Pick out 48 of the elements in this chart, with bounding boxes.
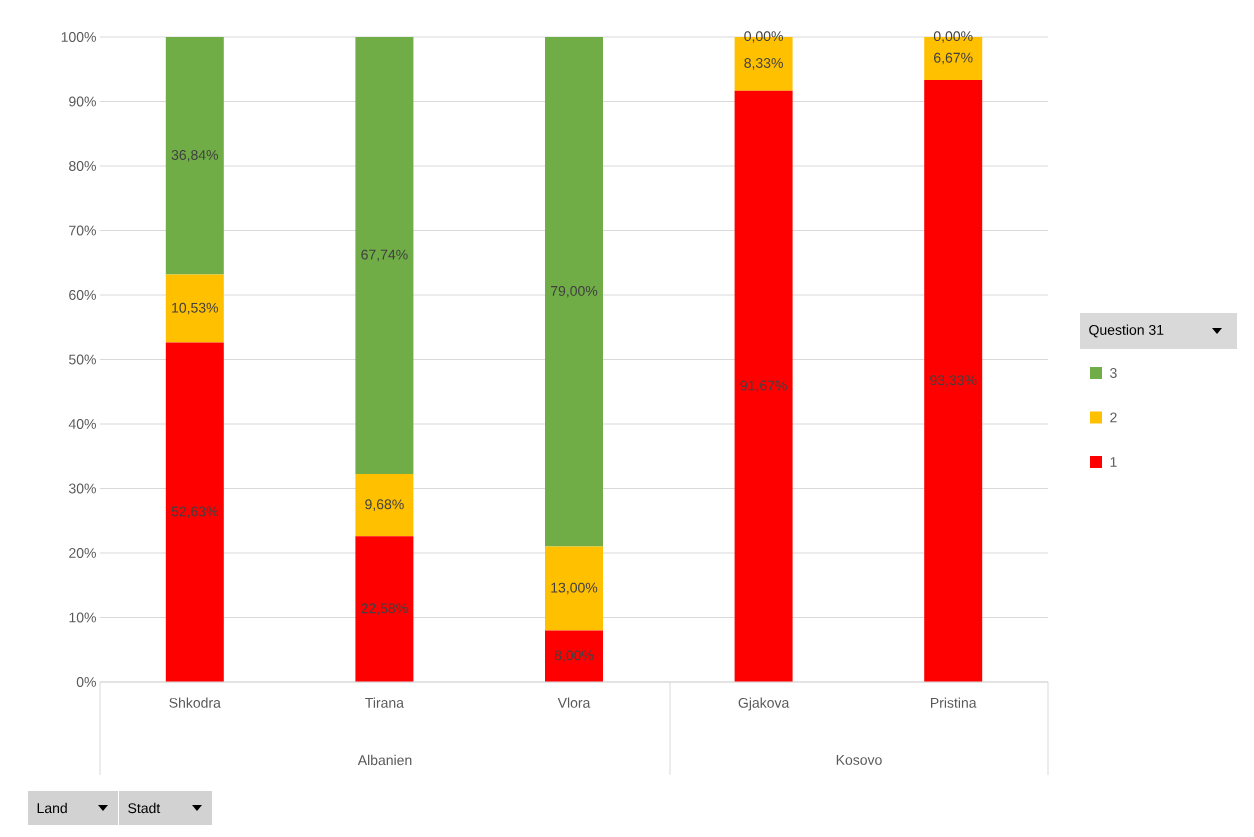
y-tick-label: 70% bbox=[69, 225, 96, 236]
data-label: 6,67% bbox=[934, 52, 973, 65]
data-label: 9,68% bbox=[365, 499, 404, 511]
bar bbox=[165, 36, 224, 275]
legend-label: 2 bbox=[1110, 412, 1117, 423]
bar bbox=[734, 90, 793, 682]
legend-title: Question 31 bbox=[1089, 324, 1164, 338]
bar bbox=[545, 630, 603, 682]
text: Kosovo bbox=[836, 755, 882, 765]
text: Stadt bbox=[128, 802, 161, 814]
y-tick-label: 100% bbox=[61, 32, 96, 42]
bar bbox=[355, 36, 414, 474]
y-tick-label: 90% bbox=[69, 96, 96, 107]
data-label: 52,63% bbox=[171, 506, 219, 519]
y-tick-label: 0% bbox=[76, 677, 96, 687]
data-label: 8,00% bbox=[554, 650, 594, 662]
y-tick-label: 50% bbox=[69, 354, 96, 365]
legend-label: 3 bbox=[1110, 368, 1117, 378]
data-label: 93,33% bbox=[930, 375, 977, 387]
legend-label: 1 bbox=[1110, 457, 1117, 467]
y-tick-label: 20% bbox=[69, 548, 96, 558]
bar bbox=[924, 80, 983, 682]
bar bbox=[355, 473, 414, 537]
bar bbox=[355, 536, 414, 682]
data-label: 36,84% bbox=[171, 150, 219, 162]
y-tick-label: 30% bbox=[68, 483, 96, 494]
data-label: 91,67% bbox=[740, 380, 787, 393]
bar bbox=[165, 274, 224, 343]
data-label: 79,00% bbox=[550, 285, 598, 298]
data-label: 67,74% bbox=[361, 249, 408, 262]
bar bbox=[545, 36, 603, 547]
bar bbox=[545, 546, 603, 631]
y-tick-label: 40% bbox=[68, 419, 96, 429]
x-tick-label: Gjakova bbox=[738, 697, 790, 711]
x-tick-label: Vlora bbox=[557, 697, 591, 708]
data-label: 22,58% bbox=[361, 603, 408, 615]
y-tick-label: 10% bbox=[69, 612, 96, 623]
text: Albanien bbox=[357, 754, 412, 766]
data-label: 13,00% bbox=[551, 582, 598, 595]
text: Land bbox=[37, 802, 67, 814]
x-tick-label: Tirana bbox=[365, 697, 404, 708]
y-tick-label: 80% bbox=[69, 161, 96, 171]
x-tick-label: Shkodra bbox=[169, 697, 221, 708]
data-label: 10,53% bbox=[172, 302, 219, 315]
data-label: 8,33% bbox=[744, 58, 783, 70]
bar bbox=[165, 342, 224, 682]
y-tick-label: 60% bbox=[69, 290, 96, 300]
x-tick-label: Pristina bbox=[931, 697, 977, 708]
